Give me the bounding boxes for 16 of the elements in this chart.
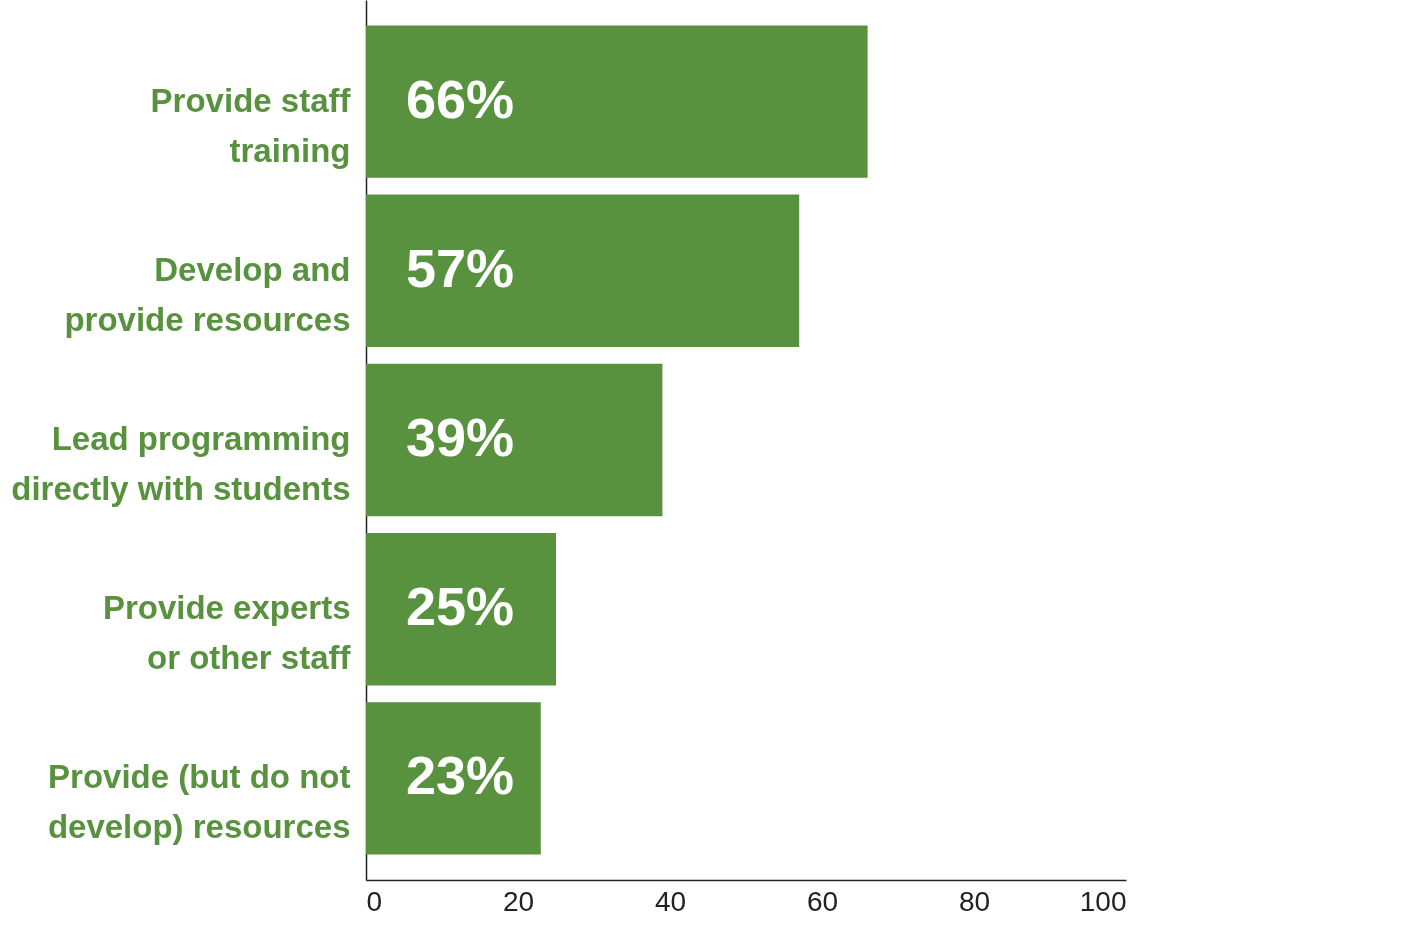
data-label: 57% <box>406 237 515 298</box>
y-tick-label: Provide staff training <box>150 81 352 169</box>
y-tick-label: Provide experts or other staff <box>102 589 352 677</box>
data-label: 25% <box>406 576 515 637</box>
x-tick-label: 80 <box>958 885 991 917</box>
y-tick-label: Develop and provide resources <box>64 250 351 338</box>
data-label: 66% <box>406 68 515 129</box>
x-tick-label: 0 <box>366 885 383 917</box>
x-tick-label: 20 <box>502 885 535 917</box>
y-tick-label: Provide (but do not develop) resources <box>47 758 351 846</box>
data-label: 23% <box>406 745 515 806</box>
data-label: 39% <box>406 407 515 467</box>
x-tick-label: 40 <box>654 885 687 917</box>
x-tick-label: 60 <box>806 885 839 917</box>
y-tick-label: Lead programming directly with students <box>11 420 351 507</box>
x-tick-label: 100 <box>1079 885 1127 917</box>
